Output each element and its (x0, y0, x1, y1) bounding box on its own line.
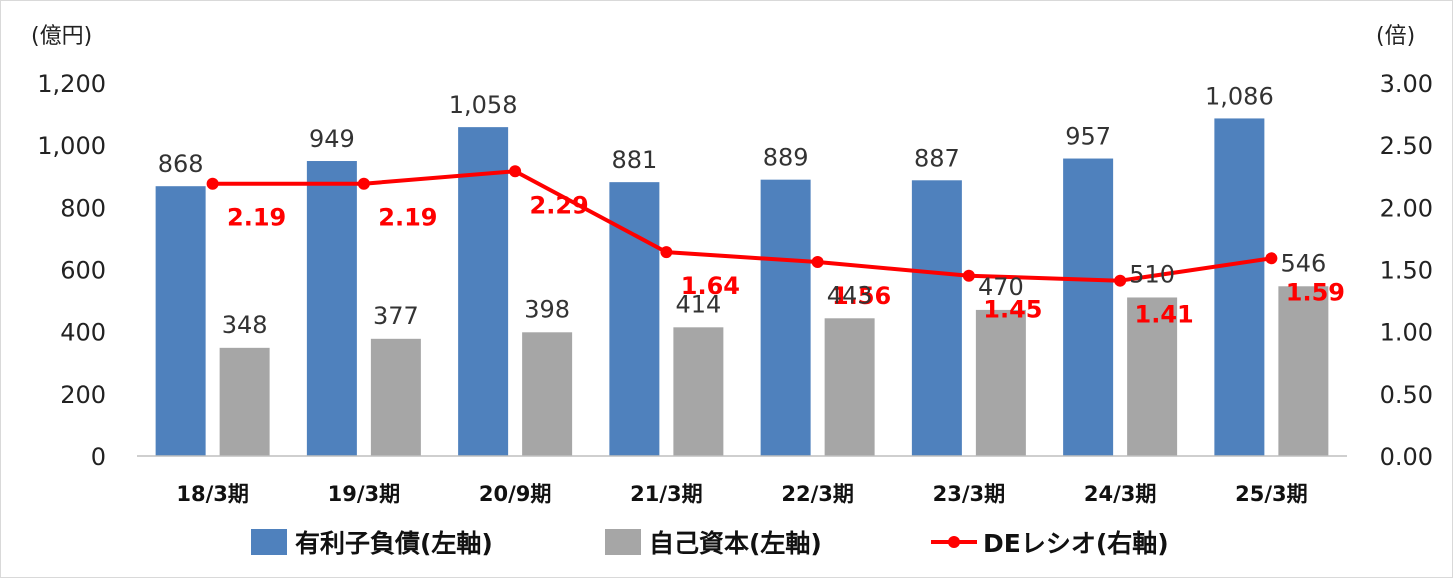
right-axis-tick-label: 1.50 (1380, 257, 1433, 285)
category-label: 23/3期 (933, 482, 1006, 506)
right-axis-tick-label: 3.00 (1380, 70, 1433, 98)
legend-ratio-label: DEレシオ(右軸) (983, 529, 1169, 558)
de-ratio-point (1265, 252, 1278, 265)
debt-value-label: 957 (1065, 123, 1111, 151)
de-ratio-point (962, 269, 975, 282)
left-axis-tick-label: 1,000 (37, 132, 106, 160)
left-axis-tick-label: 1,200 (37, 70, 106, 98)
legend-ratio-marker (948, 536, 960, 548)
de-ratio-point (357, 177, 370, 190)
equity-bar (1278, 286, 1329, 456)
debt-bar (609, 182, 660, 457)
legend-debt-swatch (251, 529, 287, 555)
category-label: 21/3期 (630, 482, 703, 506)
de-ratio-line (212, 169, 1272, 283)
equity-value-label: 414 (675, 290, 721, 318)
debt-bar (1214, 118, 1265, 456)
debt-bar (155, 186, 206, 457)
debt-value-label: 881 (611, 146, 657, 174)
equity-value-label: 470 (978, 273, 1024, 301)
debt-value-label: 949 (309, 125, 355, 153)
de-ratio-value-label: 1.64 (681, 272, 740, 300)
left-axis-tick-label: 800 (60, 194, 106, 222)
de-ratio-point (811, 256, 824, 269)
category-label: 18/3期 (176, 482, 249, 506)
right-axis-unit: (倍) (1376, 24, 1415, 49)
debt-bar (1063, 158, 1114, 456)
category-label: 25/3期 (1235, 482, 1308, 506)
category-label: 24/3期 (1084, 482, 1157, 506)
debt-value-label: 1,058 (449, 91, 518, 119)
right-axis-tick-label: 0.50 (1380, 381, 1433, 409)
legend-debt-label: 有利子負債(左軸) (295, 529, 493, 558)
equity-value-label: 398 (524, 295, 570, 323)
de-ratio-value-label: 1.56 (832, 282, 891, 310)
debt-bar (458, 127, 509, 456)
bars-layer (155, 118, 1329, 457)
debt-bar (306, 161, 357, 456)
category-label: 19/3期 (328, 482, 401, 506)
de-ratio-point (1114, 274, 1127, 287)
left-axis-ticks: 0 200 400 600 800 1,000 1,200 (37, 70, 106, 471)
legend: 有利子負債(左軸) 自己資本(左軸) DEレシオ(右軸) (251, 529, 1169, 558)
right-axis-ticks: 0.00 0.50 1.00 1.50 2.00 2.50 3.00 (1380, 70, 1433, 471)
right-axis-tick-label: 0.00 (1380, 443, 1433, 471)
equity-bar (370, 338, 421, 456)
equity-value-label: 546 (1280, 249, 1326, 277)
legend-equity-swatch (605, 529, 641, 555)
right-axis-tick-label: 1.00 (1380, 319, 1433, 347)
equity-bar (219, 347, 270, 456)
equity-bar (673, 327, 724, 456)
debt-value-label: 887 (914, 144, 960, 172)
left-axis-tick-label: 0 (91, 443, 106, 471)
de-ratio-value-label: 2.19 (378, 204, 437, 232)
category-label: 22/3期 (781, 482, 854, 506)
category-labels: 18/3期 19/3期 20/9期 21/3期 22/3期 23/3期 24/3期 25/3期 (176, 482, 1307, 506)
equity-value-label: 348 (222, 311, 268, 339)
de-ratio-point (509, 165, 522, 178)
debt-value-label: 1,086 (1205, 82, 1274, 110)
de-ratio-value-label: 1.59 (1286, 278, 1345, 306)
debt-bar (760, 179, 811, 456)
legend-equity-label: 自己資本(左軸) (649, 529, 822, 558)
de-ratio-point (660, 246, 673, 259)
de-ratio-value-label: 1.45 (983, 296, 1042, 324)
equity-bar (824, 318, 875, 456)
debt-bar (911, 180, 962, 456)
left-axis-tick-label: 400 (60, 319, 106, 347)
category-label: 20/9期 (479, 482, 552, 506)
equity-value-label: 510 (1129, 260, 1175, 288)
right-axis-tick-label: 2.50 (1380, 132, 1433, 160)
left-axis-tick-label: 200 (60, 381, 106, 409)
equity-bar (1127, 297, 1178, 456)
equity-bar (522, 332, 573, 456)
ratio-line-layer: 2.19 2.19 2.29 1.64 1.56 1.45 1.41 1.59 (206, 165, 1345, 329)
de-ratio-value-label: 2.19 (227, 204, 286, 232)
de-ratio-value-label: 2.29 (530, 191, 589, 219)
left-axis-unit: (億円) (31, 24, 92, 49)
left-axis-tick-label: 600 (60, 257, 106, 285)
de-ratio-point (206, 177, 219, 190)
right-axis-tick-label: 2.00 (1380, 194, 1433, 222)
equity-bar (975, 309, 1026, 456)
bar-value-labels: 868 348 949 377 1,058 398 881 414 889 443 887 470 95… (158, 82, 1327, 338)
de-ratio-value-label: 1.41 (1135, 301, 1194, 329)
debt-value-label: 889 (763, 144, 809, 172)
equity-value-label: 377 (373, 302, 419, 330)
debt-value-label: 868 (158, 150, 204, 178)
equity-value-label: 443 (827, 281, 873, 309)
